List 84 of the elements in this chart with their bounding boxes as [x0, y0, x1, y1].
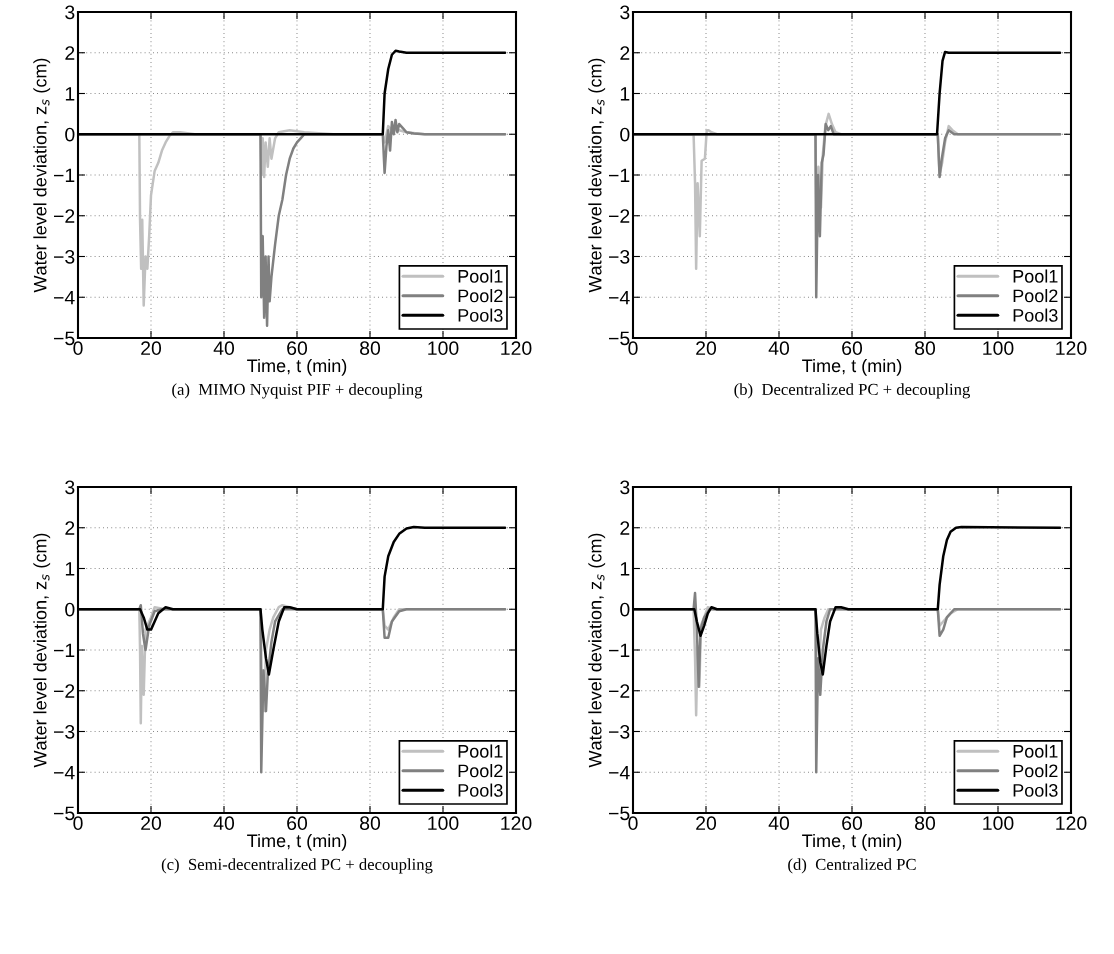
- y-tick-label: −4: [609, 765, 630, 780]
- x-tick-label: 120: [1056, 341, 1087, 356]
- y-tick-label: −2: [54, 684, 75, 698]
- y-axis-title: Water level deviation, z$_{s}$ (cm): [588, 58, 606, 293]
- y-tick-label: 1: [620, 562, 630, 576]
- legend-label: Pool3: [1013, 783, 1058, 797]
- y-axis-title: Water level deviation, z$_{s}$ (cm): [588, 533, 606, 768]
- x-tick-label: 100: [983, 341, 1014, 356]
- x-tick-label: 100: [428, 341, 459, 356]
- y-tick-label: −1: [54, 643, 75, 658]
- x-tick-label: 80: [360, 341, 381, 356]
- x-tick-label: 100: [428, 816, 459, 831]
- y-tick-label: 0: [620, 602, 630, 617]
- x-tick-label: 20: [141, 816, 162, 831]
- legend-label: Pool2: [458, 288, 503, 303]
- y-tick-label: 3: [620, 5, 630, 20]
- x-tick-label: 120: [501, 816, 532, 831]
- y-tick-label: 2: [620, 46, 630, 60]
- y-tick-label: −3: [54, 249, 75, 264]
- y-tick-label: 1: [65, 562, 75, 576]
- y-tick-label: 0: [620, 127, 630, 142]
- x-axis-title: Time, t (min): [247, 358, 347, 376]
- x-tick-label: 60: [287, 341, 308, 356]
- y-tick-label: 0: [65, 602, 75, 617]
- y-tick-label: −4: [54, 765, 75, 780]
- y-tick-label: −2: [54, 209, 75, 223]
- legend-label: Pool3: [1013, 308, 1058, 322]
- x-tick-label: 120: [1056, 816, 1087, 831]
- y-tick-label: 0: [65, 127, 75, 142]
- y-tick-label: −3: [609, 724, 630, 739]
- y-axis-title: Water level deviation, z$_{s}$ (cm): [33, 533, 51, 768]
- legend-label: Pool2: [1013, 763, 1058, 778]
- y-tick-label: −2: [609, 209, 630, 223]
- legend-label: Pool2: [458, 763, 503, 778]
- y-tick-label: 3: [620, 480, 630, 495]
- y-tick-label: −5: [54, 331, 75, 346]
- x-tick-label: 120: [501, 341, 532, 356]
- y-tick-label: 1: [65, 87, 75, 101]
- x-tick-label: 40: [768, 816, 790, 831]
- y-tick-label: 3: [65, 480, 75, 495]
- x-tick-label: 100: [983, 816, 1014, 831]
- x-tick-label: 20: [696, 816, 717, 831]
- x-tick-label: 60: [842, 816, 863, 831]
- y-tick-label: 2: [620, 521, 630, 535]
- legend-label: Pool1: [458, 269, 503, 283]
- legend-label: Pool2: [1013, 288, 1058, 303]
- x-axis-title: Time, t (min): [802, 358, 902, 376]
- legend-label: Pool3: [458, 783, 503, 797]
- legend-label: Pool1: [458, 744, 503, 758]
- x-tick-label: 80: [360, 816, 381, 831]
- legend-label: Pool1: [1013, 269, 1058, 283]
- x-axis-title: Time, t (min): [247, 833, 347, 851]
- y-tick-label: −5: [609, 806, 630, 821]
- y-tick-label: −3: [54, 724, 75, 739]
- y-tick-label: −1: [54, 168, 75, 183]
- text: (c) Semi-decentralized PC + decoupling: [161, 858, 433, 874]
- y-tick-label: −5: [54, 806, 75, 821]
- x-tick-label: 20: [696, 341, 717, 356]
- legend-label: Pool1: [1013, 744, 1058, 758]
- y-tick-label: −1: [609, 643, 630, 658]
- text: (b) Decentralized PC + decoupling: [734, 383, 970, 399]
- x-tick-label: 80: [915, 341, 936, 356]
- y-tick-label: −5: [609, 331, 630, 346]
- y-tick-label: −2: [609, 684, 630, 698]
- y-tick-label: 1: [620, 87, 630, 101]
- y-axis-title: Water level deviation, z$_{s}$ (cm): [33, 58, 51, 293]
- x-tick-label: 20: [141, 341, 162, 356]
- y-tick-label: −3: [609, 249, 630, 264]
- y-tick-label: −4: [609, 290, 630, 305]
- x-tick-label: 40: [213, 816, 235, 831]
- x-axis-title: Time, t (min): [802, 833, 902, 851]
- x-tick-label: 80: [915, 816, 936, 831]
- y-tick-label: −4: [54, 290, 75, 305]
- y-tick-label: 3: [65, 5, 75, 20]
- y-tick-label: 2: [65, 521, 75, 535]
- x-tick-label: 60: [287, 816, 308, 831]
- y-tick-label: −1: [609, 168, 630, 183]
- text: (d) Centralized PC: [788, 858, 916, 874]
- text: (a) MIMO Nyquist PIF + decoupling: [172, 383, 423, 399]
- x-tick-label: 40: [768, 341, 790, 356]
- y-tick-label: 2: [65, 46, 75, 60]
- legend-label: Pool3: [458, 308, 503, 322]
- x-tick-label: 40: [213, 341, 235, 356]
- x-tick-label: 60: [842, 341, 863, 356]
